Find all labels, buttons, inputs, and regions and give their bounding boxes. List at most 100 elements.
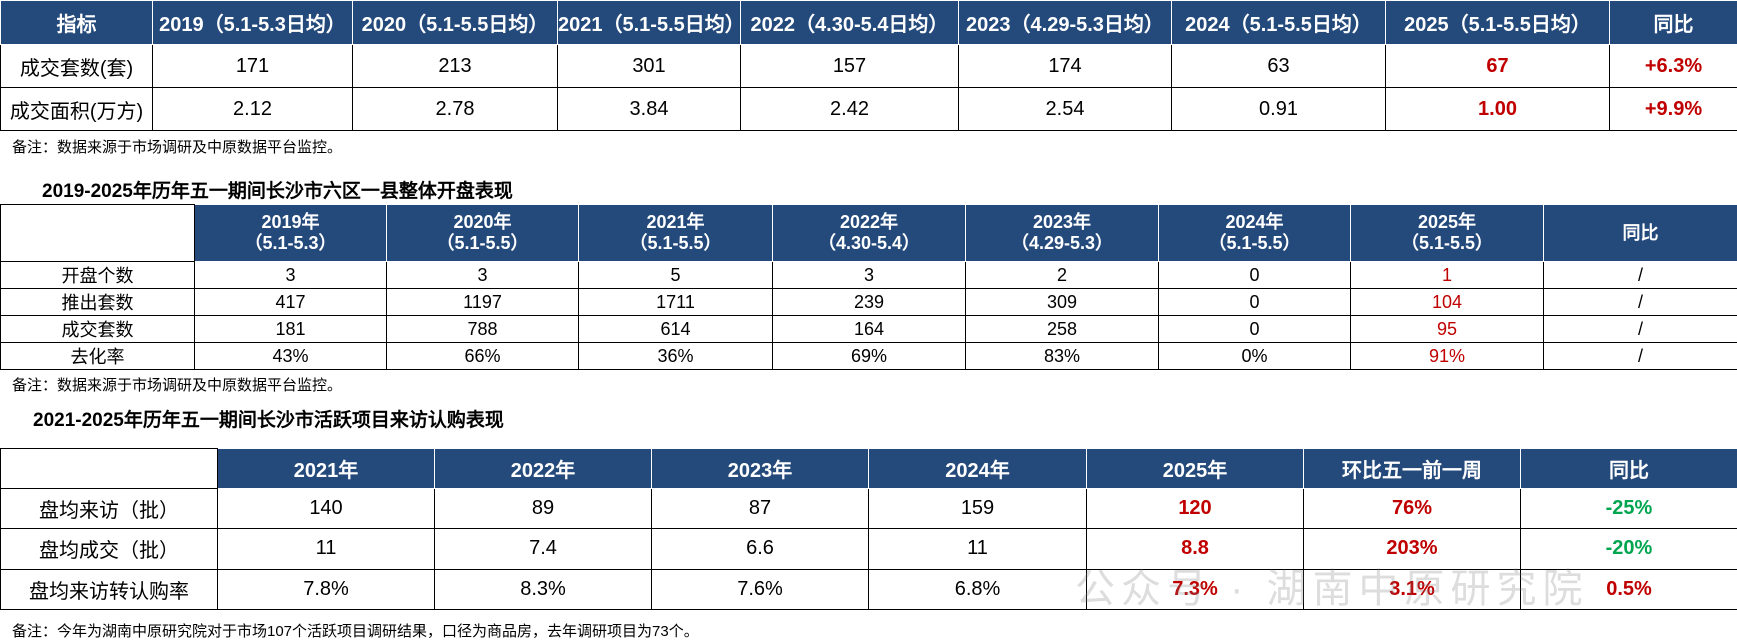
cell: 0% xyxy=(1158,342,1351,370)
cell: -20% xyxy=(1520,528,1737,570)
row-label: 成交套数 xyxy=(0,315,195,343)
cell: 239 xyxy=(772,288,966,316)
cell: 258 xyxy=(965,315,1159,343)
note: 备注：今年为湖南中原研究院对于市场107个活跃项目调研结果，口径为商品房，去年调… xyxy=(12,623,699,640)
cell: 95 xyxy=(1350,315,1544,343)
cell: 301 xyxy=(557,44,741,88)
header-cell: 环比五一前一周 xyxy=(1303,448,1521,489)
cell: 76% xyxy=(1303,487,1521,530)
header-cell: 2022（4.30-5.4日均） xyxy=(740,0,959,45)
header-line: （5.1-5.5） xyxy=(1400,233,1494,253)
header-cell: 2025年 xyxy=(1086,448,1304,489)
cell: 63 xyxy=(1171,44,1386,88)
row-label: 去化率 xyxy=(0,342,195,370)
header-cell: 同比 xyxy=(1520,448,1737,489)
cell: 83% xyxy=(965,342,1159,370)
header-line: 2019年 xyxy=(261,212,320,232)
section-title: 2019-2025年历年五一期间长沙市六区一县整体开盘表现 xyxy=(42,181,513,202)
header-line: 2024年 xyxy=(1225,212,1284,232)
cell: 1.00 xyxy=(1385,87,1610,131)
header-cell: 2022年 （4.30-5.4） xyxy=(772,204,966,262)
header-cell: 同比 xyxy=(1543,204,1737,262)
header-line: 2022年 xyxy=(839,212,899,232)
cell: 104 xyxy=(1350,288,1544,316)
note: 备注：数据来源于市场调研及中原数据平台监控。 xyxy=(12,377,343,394)
header-cell: 2025年 （5.1-5.5） xyxy=(1350,204,1544,262)
cell: +6.3% xyxy=(1609,44,1737,88)
header-row: 指标 2019（5.1-5.3日均） 2020（5.1-5.5日均） 2021（5.1… xyxy=(0,0,1737,45)
cell: 66% xyxy=(386,342,579,370)
cell: 2.12 xyxy=(152,87,353,131)
cell: 788 xyxy=(386,315,579,343)
cell: / xyxy=(1543,342,1737,370)
data-row: 去化率 43% 66% 36% 69% 83% 0% 91% / xyxy=(0,342,1737,370)
cell: / xyxy=(1543,288,1737,316)
header-cell: 同比 xyxy=(1609,0,1737,45)
cell: 1 xyxy=(1350,261,1544,289)
header-cell: 指标 xyxy=(0,0,153,45)
header-cell: 2022年 xyxy=(434,448,652,489)
data-row: 成交套数 181 788 614 164 258 0 95/ xyxy=(0,315,1737,343)
header-row: 2021年 2022年 2023年 2024年 2025年 环比五一前一周 同比 xyxy=(0,448,1737,489)
cell: 157 xyxy=(740,44,959,88)
header-line: 2021年 xyxy=(646,212,705,232)
cell: 140 xyxy=(217,487,435,530)
cell: 7.3% xyxy=(1086,568,1304,610)
cell: 7.4 xyxy=(434,528,652,570)
table: 2019年 （5.1-5.3） 2020年 （5.1-5.5） 2021年 （5.1-5.… xyxy=(0,204,1737,370)
header-cell: 2023年 xyxy=(651,448,869,489)
cell: -25% xyxy=(1520,487,1737,530)
corner-cell xyxy=(0,204,195,262)
cell: 3 xyxy=(194,261,387,289)
cell: 69% xyxy=(772,342,966,370)
header-cell: 2025（5.1-5.5日均） xyxy=(1385,0,1610,45)
cell: 0 xyxy=(1158,315,1351,343)
header-line: 2023年 xyxy=(1032,212,1092,232)
table: 指标 2019（5.1-5.3日均） 2020（5.1-5.5日均） 2021（5.1… xyxy=(0,0,1737,131)
cell: 3 xyxy=(772,261,966,289)
cell: 174 xyxy=(958,44,1172,88)
header-row: 2019年 （5.1-5.3） 2020年 （5.1-5.5） 2021年 （5.1-5.… xyxy=(0,204,1737,262)
header-line: （4.30-5.4） xyxy=(817,233,921,253)
cell: 8.3% xyxy=(434,568,652,610)
header-cell: 2023年 （4.29-5.3） xyxy=(965,204,1159,262)
row-label: 盘均成交（批） xyxy=(0,528,218,570)
cell: / xyxy=(1543,261,1737,289)
cell: 7.6% xyxy=(651,568,869,610)
cell: 0.91 xyxy=(1171,87,1386,131)
cell: 67 xyxy=(1385,44,1610,88)
header-line: （5.1-5.3） xyxy=(244,233,337,253)
header-line: 同比 xyxy=(1622,222,1659,243)
cell: 164 xyxy=(772,315,966,343)
cell: 1711 xyxy=(578,288,773,316)
cell: 309 xyxy=(965,288,1159,316)
cell: 6.8% xyxy=(868,568,1087,610)
header-cell: 2021（5.1-5.5日均） xyxy=(557,0,741,45)
cell: 213 xyxy=(352,44,558,88)
cell: / xyxy=(1543,315,1737,343)
header-cell: 2024（5.1-5.5日均） xyxy=(1171,0,1386,45)
cell: 3 xyxy=(386,261,579,289)
header-cell: 2021年 xyxy=(217,448,435,489)
cell: 2.54 xyxy=(958,87,1172,131)
table: 2021年 2022年 2023年 2024年 2025年 环比五一前一周 同比 盘均来访（批… xyxy=(0,448,1737,610)
row-label: 盘均来访（批） xyxy=(0,487,218,530)
header-cell: 2020（5.1-5.5日均） xyxy=(352,0,558,45)
row-label: 开盘个数 xyxy=(0,261,195,289)
cell: 417 xyxy=(194,288,387,316)
cell: 120 xyxy=(1086,487,1304,530)
header-cell: 2021年 （5.1-5.5） xyxy=(578,204,773,262)
header-line: 2020年 xyxy=(453,212,512,232)
data-row: 成交套数(套) 171 213 301 157 174 63 67 +6.3% xyxy=(0,44,1737,88)
data-row: 开盘个数 3 3 5 3 2 0 1/ xyxy=(0,261,1737,289)
cell: 171 xyxy=(152,44,353,88)
section-title: 2021-2025年历年五一期间长沙市活跃项目来访认购表现 xyxy=(33,410,504,431)
cell: 2 xyxy=(965,261,1159,289)
corner-cell xyxy=(0,448,218,489)
row-label: 盘均来访转认购率 xyxy=(0,568,218,610)
cell: +9.9% xyxy=(1609,87,1737,131)
data-row: 成交面积(万方) 2.12 2.78 3.84 2.42 2.54 0.91 1.00 +9.9… xyxy=(0,87,1737,131)
header-line: （5.1-5.5） xyxy=(1208,233,1301,253)
data-row: 盘均来访转认购率 7.8% 8.3% 7.6% 6.8% 7.3% 3.1% 0.5% xyxy=(0,568,1737,610)
